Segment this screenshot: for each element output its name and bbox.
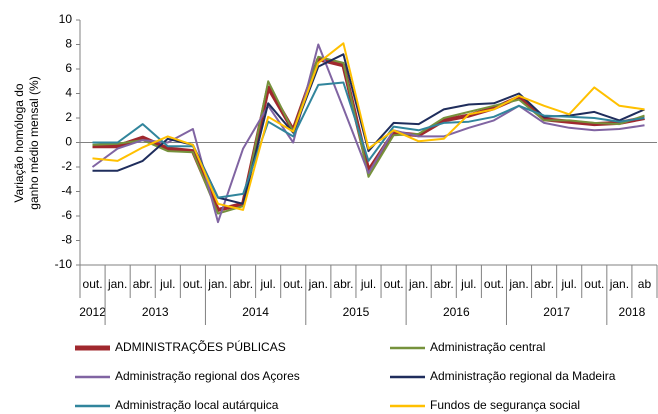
- legend-label: Administração regional dos Açores: [115, 369, 300, 383]
- x-tick-label: jul.: [360, 277, 376, 291]
- x-tick-label: ab: [638, 277, 652, 291]
- series-line: [92, 53, 645, 205]
- x-tick-label: jan.: [408, 277, 428, 291]
- y-tick-label: -4: [61, 184, 72, 198]
- x-tick-label: abr.: [534, 277, 554, 291]
- x-tick-label: abr.: [133, 277, 153, 291]
- series-line: [92, 81, 645, 199]
- y-tick-label: -6: [61, 208, 72, 222]
- x-tick-label: jan.: [308, 277, 328, 291]
- y-tick-label: 8: [65, 37, 72, 51]
- y-tick-label: -2: [61, 159, 72, 173]
- series-line: [92, 55, 645, 215]
- x-tick-label: abr.: [333, 277, 353, 291]
- x-tick-label: jul.: [561, 277, 577, 291]
- legend-label: Administração local autárquica: [115, 398, 279, 412]
- x-tick-label: abr.: [434, 277, 454, 291]
- x-tick-label: out.: [283, 277, 303, 291]
- legend-label: Administração central: [430, 340, 545, 354]
- x-tick-label: out.: [183, 277, 203, 291]
- series-line: [92, 42, 645, 211]
- y-tick-label: 6: [65, 61, 72, 75]
- x-tick-label: out.: [83, 277, 103, 291]
- legend-label: Fundos de segurança social: [430, 398, 580, 412]
- x-tick-label: abr.: [233, 277, 253, 291]
- y-tick-label: 4: [65, 86, 72, 100]
- x-tick-label: jul.: [159, 277, 175, 291]
- y-tick-label: -8: [61, 233, 72, 247]
- x-tick-label: jan.: [207, 277, 227, 291]
- legend-label: Administração regional da Madeira: [430, 369, 616, 383]
- x-tick-label: jul.: [259, 277, 275, 291]
- series-line: [92, 57, 645, 212]
- y-axis-label: ganho médio mensal (%): [27, 76, 41, 209]
- x-tick-label: out.: [484, 277, 504, 291]
- y-tick-label: 10: [59, 12, 73, 26]
- x-group-label: 2013: [142, 305, 169, 319]
- legend-label: ADMINISTRAÇÕES PÚBLICAS: [115, 339, 286, 354]
- x-group-label: 2015: [343, 305, 370, 319]
- x-tick-label: jan.: [508, 277, 528, 291]
- y-tick-label: 0: [65, 135, 72, 149]
- x-tick-label: jan.: [107, 277, 127, 291]
- x-group-label: 2012: [79, 305, 106, 319]
- x-group-label: 2016: [443, 305, 470, 319]
- x-tick-label: jul.: [460, 277, 476, 291]
- y-tick-label: -10: [55, 257, 73, 271]
- x-group-label: 2014: [242, 305, 269, 319]
- y-tick-label: 2: [65, 110, 72, 124]
- y-axis-label: Variação homóloga do: [12, 83, 26, 203]
- x-tick-label: jan.: [609, 277, 629, 291]
- x-tick-label: out.: [584, 277, 604, 291]
- x-group-label: 2017: [543, 305, 570, 319]
- x-tick-label: out.: [384, 277, 404, 291]
- series-line: [91, 43, 645, 224]
- x-group-label: 2018: [619, 305, 646, 319]
